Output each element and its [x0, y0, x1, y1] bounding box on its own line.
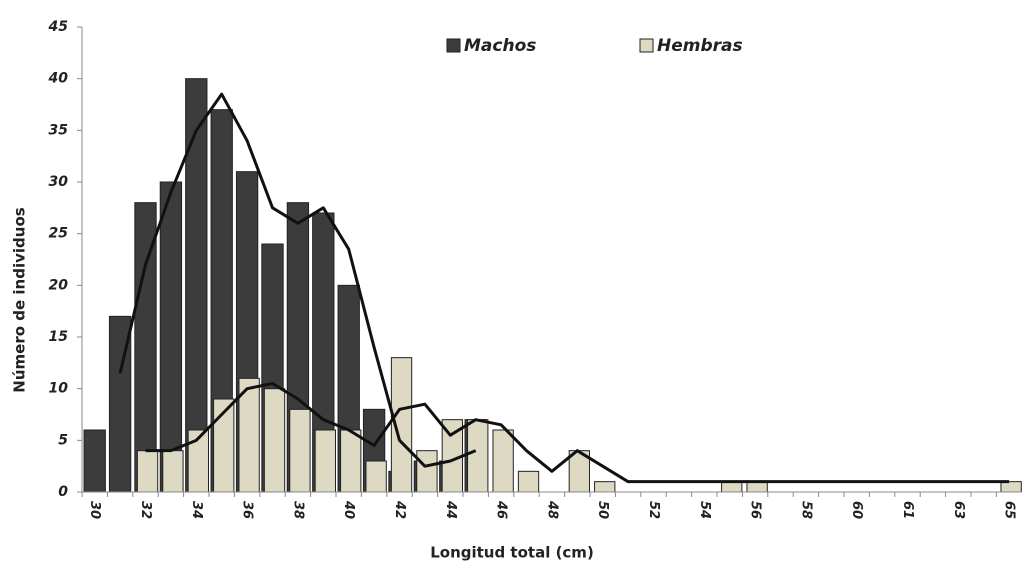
- x-tick-label: 34: [189, 501, 204, 519]
- bar: [365, 460, 387, 493]
- x-tick-label: 65: [1002, 501, 1017, 519]
- bar: [594, 481, 616, 493]
- legend-swatch: [446, 38, 461, 53]
- bar: [467, 419, 489, 493]
- x-tick-label: 52: [646, 501, 661, 519]
- bar: [517, 470, 540, 493]
- y-tick-label: 25: [49, 226, 69, 242]
- bar: [136, 450, 159, 493]
- x-tick-label: 32: [138, 501, 153, 519]
- x-tick-label: 60: [849, 501, 864, 519]
- x-tick-label: 36: [240, 501, 255, 519]
- y-tick-label: 5: [58, 432, 68, 448]
- x-tick-label: 48: [544, 500, 559, 519]
- y-tick-label: 15: [49, 329, 69, 345]
- y-tick-label: 35: [49, 122, 69, 138]
- x-tick-label: 61: [900, 501, 915, 519]
- legend-label: Machos: [464, 36, 536, 56]
- y-tick-label: 30: [49, 174, 69, 190]
- x-tick-label: 56: [748, 501, 763, 519]
- x-tick-label: 44: [443, 500, 458, 519]
- x-tick-label: 63: [951, 501, 966, 519]
- y-axis-title: Número de individuos: [11, 207, 29, 392]
- bar: [1000, 481, 1022, 493]
- x-tick-label: 50: [595, 501, 610, 519]
- x-tick-label: 38: [290, 501, 305, 519]
- bar: [314, 429, 336, 493]
- bar: [746, 481, 768, 493]
- x-tick-label: 42: [392, 500, 407, 519]
- legend-swatch: [639, 38, 654, 53]
- y-tick-label: 40: [48, 71, 69, 87]
- bar: [340, 429, 362, 493]
- trend-line: [118, 92, 477, 468]
- bar: [159, 181, 183, 493]
- legend-label: Hembras: [657, 36, 743, 56]
- y-tick-label: 20: [49, 277, 69, 293]
- bar: [721, 481, 743, 493]
- x-axis-title: Longitud total (cm): [430, 544, 594, 562]
- bar: [162, 450, 184, 493]
- bar: [416, 450, 438, 493]
- bar: [263, 388, 286, 493]
- x-tick-label: 58: [798, 501, 813, 519]
- y-tick-label: 0: [58, 484, 68, 500]
- x-tick-label: 40: [341, 500, 356, 519]
- x-tick-label: 46: [494, 500, 509, 519]
- y-tick-label: 45: [48, 19, 69, 35]
- bar: [83, 429, 106, 493]
- y-tick-label: 10: [49, 381, 69, 397]
- x-tick-label: 30: [87, 501, 102, 519]
- x-tick-label: 54: [697, 501, 712, 519]
- bar: [492, 429, 514, 493]
- bar: [289, 408, 311, 493]
- trend-line: [145, 382, 1010, 484]
